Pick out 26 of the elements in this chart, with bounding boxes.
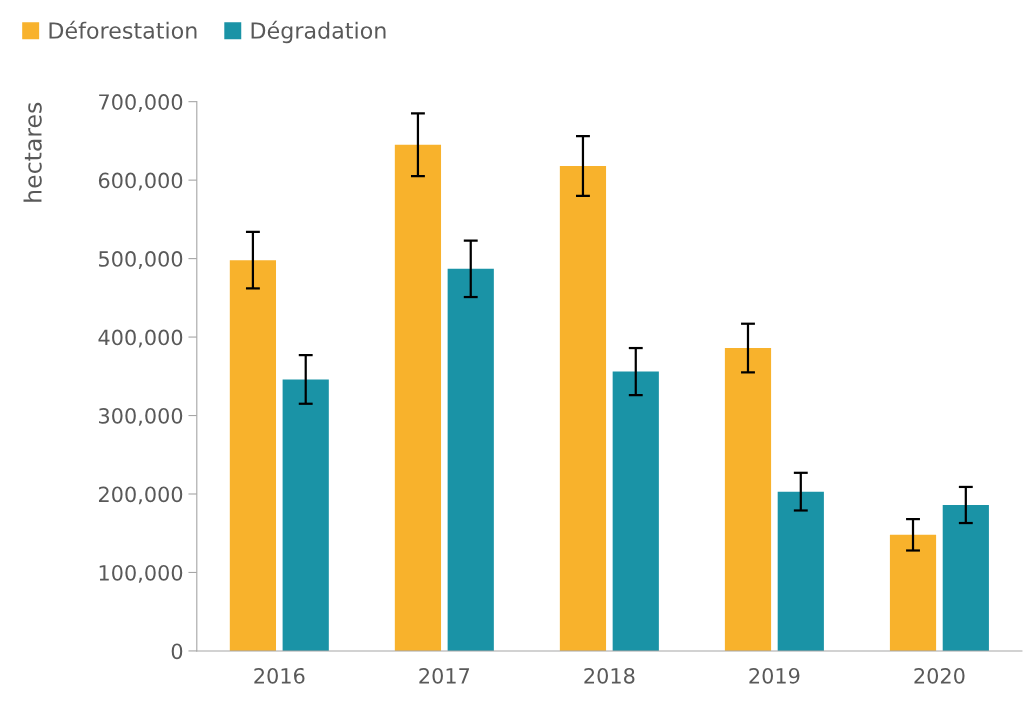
bar bbox=[777, 491, 824, 651]
legend-label: Déforestation bbox=[49, 20, 197, 39]
bar bbox=[447, 268, 494, 651]
bar bbox=[889, 534, 937, 651]
bar bbox=[942, 504, 989, 651]
x-tick-label: 2016 bbox=[254, 667, 305, 684]
y-tick-label: 500,000 bbox=[99, 251, 183, 269]
x-tick-label: 2019 bbox=[749, 667, 800, 684]
x-tick-label: 2020 bbox=[914, 667, 965, 684]
y-tick-label: 700,000 bbox=[99, 94, 183, 112]
bar bbox=[229, 260, 277, 651]
bar bbox=[559, 166, 607, 651]
x-tick-label: 2018 bbox=[584, 667, 635, 684]
y-tick-label: 0 bbox=[171, 643, 183, 660]
y-tick-label: 100,000 bbox=[99, 564, 183, 583]
bar bbox=[612, 371, 659, 651]
y-axis-title: hectares bbox=[23, 102, 42, 202]
y-tick-label: 200,000 bbox=[98, 486, 183, 505]
legend-label: Dégradation bbox=[251, 20, 386, 44]
bar bbox=[282, 379, 329, 651]
y-tick-label: 300,000 bbox=[99, 407, 183, 426]
bar bbox=[724, 348, 772, 651]
bar bbox=[394, 144, 442, 651]
y-tick-label: 600,000 bbox=[98, 172, 183, 191]
x-tick-label: 2017 bbox=[419, 667, 470, 684]
y-tick-label: 400,000 bbox=[98, 329, 183, 348]
